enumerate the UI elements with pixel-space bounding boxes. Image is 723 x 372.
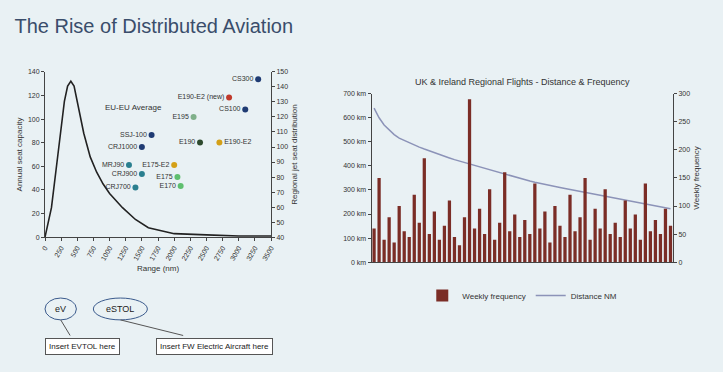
svg-text:60: 60	[276, 204, 284, 211]
svg-text:Weekly frequency: Weekly frequency	[462, 292, 525, 301]
svg-text:70: 70	[276, 189, 284, 196]
svg-text:60: 60	[32, 163, 40, 170]
svg-text:150: 150	[678, 174, 690, 181]
svg-text:CS300: CS300	[232, 75, 254, 82]
svg-text:CRJ900: CRJ900	[112, 170, 137, 177]
svg-text:300 km: 300 km	[343, 186, 366, 193]
svg-text:50: 50	[678, 231, 686, 238]
svg-text:600 km: 600 km	[343, 114, 366, 121]
svg-text:2500: 2500	[197, 245, 211, 262]
svg-text:3500: 3500	[261, 245, 275, 262]
svg-text:E190-E2: E190-E2	[224, 138, 251, 145]
svg-text:1000: 1000	[100, 245, 114, 262]
svg-text:100: 100	[276, 143, 288, 150]
svg-text:400 km: 400 km	[343, 162, 366, 169]
svg-text:2750: 2750	[213, 245, 227, 262]
svg-text:130: 130	[276, 98, 288, 105]
svg-text:700 km: 700 km	[343, 90, 366, 97]
svg-text:50: 50	[276, 219, 284, 226]
svg-text:80: 80	[32, 139, 40, 146]
svg-text:2250: 2250	[180, 245, 194, 262]
svg-text:40: 40	[276, 234, 284, 241]
svg-text:500: 500	[69, 245, 81, 259]
svg-text:1500: 1500	[132, 245, 146, 262]
svg-text:E170: E170	[160, 182, 176, 189]
svg-text:eV: eV	[55, 304, 66, 314]
svg-text:MRJ90: MRJ90	[102, 161, 124, 168]
svg-text:Range (nm): Range (nm)	[137, 264, 180, 273]
svg-text:250: 250	[678, 118, 690, 125]
svg-text:0 km: 0 km	[351, 259, 366, 266]
svg-text:20: 20	[32, 210, 40, 217]
svg-text:500 km: 500 km	[343, 138, 366, 145]
svg-text:0: 0	[678, 259, 682, 266]
svg-text:2000: 2000	[164, 245, 178, 262]
svg-text:110: 110	[276, 128, 287, 135]
svg-text:Regional jet seat distribution: Regional jet seat distribution	[290, 104, 299, 205]
svg-text:3000: 3000	[229, 245, 243, 262]
svg-text:UK & Ireland Regional Flights: UK & Ireland Regional Flights - Distance…	[415, 77, 630, 87]
svg-text:CRJ700: CRJ700	[105, 183, 130, 190]
svg-text:The Rise of Distributed Aviati: The Rise of Distributed Aviation	[14, 15, 293, 37]
svg-text:Annual seat capacity: Annual seat capacity	[15, 118, 24, 192]
svg-text:200: 200	[678, 146, 690, 153]
svg-text:100 km: 100 km	[343, 235, 366, 242]
svg-text:SSJ-100: SSJ-100	[120, 131, 147, 138]
svg-text:E175-E2: E175-E2	[142, 161, 169, 168]
svg-text:200 km: 200 km	[343, 210, 366, 217]
svg-text:E190: E190	[179, 138, 195, 145]
svg-text:40: 40	[32, 186, 40, 193]
svg-text:140: 140	[28, 68, 40, 75]
svg-text:100: 100	[678, 202, 690, 209]
svg-text:1250: 1250	[116, 245, 130, 262]
svg-text:120: 120	[276, 113, 288, 120]
svg-text:250: 250	[53, 245, 65, 259]
svg-text:eSTOL: eSTOL	[106, 304, 134, 314]
svg-text:100: 100	[28, 116, 40, 123]
svg-text:300: 300	[678, 90, 690, 97]
svg-text:E195: E195	[172, 113, 188, 120]
svg-text:E190-E2 (new): E190-E2 (new)	[178, 93, 225, 101]
svg-text:Insert FW Electric Aircraft he: Insert FW Electric Aircraft here	[160, 342, 269, 351]
svg-text:80: 80	[276, 174, 284, 181]
svg-text:CS100: CS100	[219, 105, 241, 112]
svg-text:CRJ1000: CRJ1000	[108, 143, 137, 150]
svg-text:0: 0	[41, 245, 49, 252]
svg-text:3250: 3250	[245, 245, 259, 262]
svg-text:90: 90	[276, 158, 284, 165]
svg-text:150: 150	[276, 68, 288, 75]
svg-text:E175: E175	[156, 173, 172, 180]
svg-text:750: 750	[85, 245, 97, 259]
svg-text:Distance NM: Distance NM	[571, 292, 617, 301]
svg-text:0: 0	[36, 234, 40, 241]
svg-text:EU-EU Average: EU-EU Average	[105, 103, 162, 112]
svg-text:1750: 1750	[148, 245, 162, 262]
svg-text:Insert EVTOL here: Insert EVTOL here	[49, 342, 116, 351]
svg-text:120: 120	[28, 92, 40, 99]
svg-text:140: 140	[276, 83, 288, 90]
svg-text:Weekly frequency: Weekly frequency	[692, 146, 701, 209]
